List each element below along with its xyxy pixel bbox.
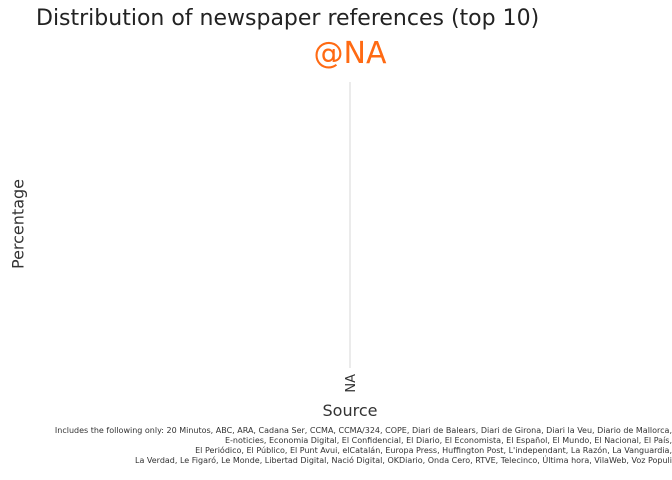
tick-layer: NA xyxy=(344,374,359,393)
x-axis-label: Source xyxy=(322,401,378,420)
caption-line-2: E-noticies, Economia Digital, El Confide… xyxy=(224,436,672,445)
chart-title: Distribution of newspaper references (to… xyxy=(36,6,540,31)
y-axis-label: Percentage xyxy=(8,178,28,270)
caption-line-1: Includes the following only: 20 Minutos,… xyxy=(54,426,672,435)
facet-label: @NA xyxy=(313,36,387,71)
caption: Includes the following only: 20 Minutos,… xyxy=(0,426,672,466)
x-tick-label: NA xyxy=(344,374,359,393)
caption-line-3: El Periódico, El Público, El Punt Avui, … xyxy=(195,446,672,455)
caption-line-4: La Verdad, Le Figaró, Le Monde, Libertad… xyxy=(135,456,672,465)
